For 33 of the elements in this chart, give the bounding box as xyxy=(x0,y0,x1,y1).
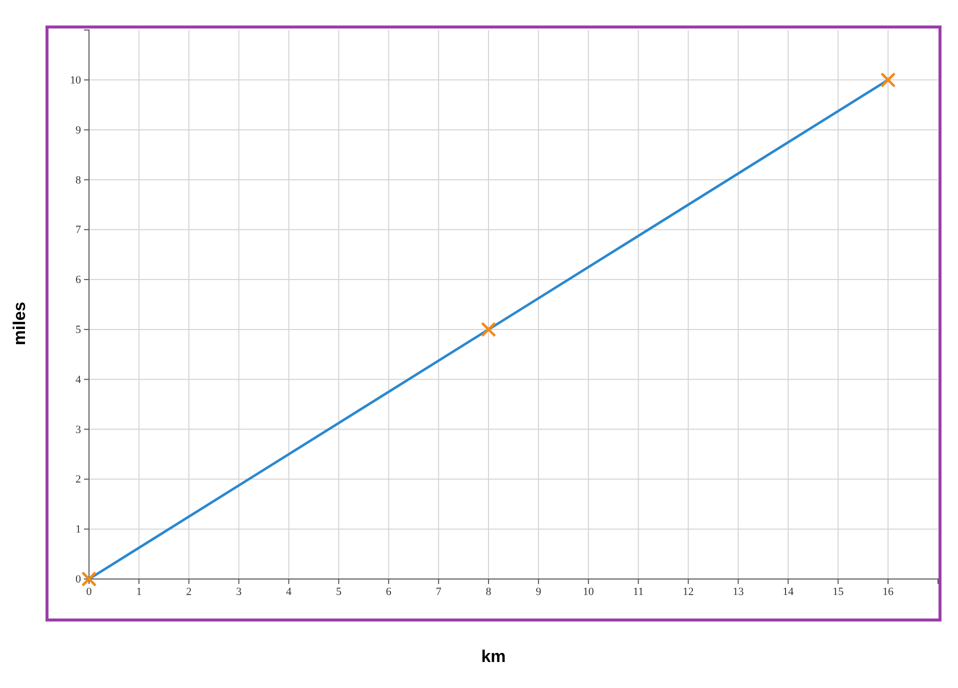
y-tick-label: 10 xyxy=(70,74,82,86)
x-tick-label: 3 xyxy=(236,586,242,598)
x-tick-label: 13 xyxy=(732,586,744,598)
y-tick-label: 7 xyxy=(76,224,82,236)
point xyxy=(480,322,496,338)
y-tick-label: 2 xyxy=(76,474,81,486)
x-tick-label: 1 xyxy=(136,586,142,598)
point xyxy=(880,72,896,88)
x-tick-label: 6 xyxy=(386,586,392,598)
x-tick-label: 12 xyxy=(682,586,694,598)
y-axis-title: miles xyxy=(10,302,29,346)
x-tick-label: 4 xyxy=(286,586,292,598)
y-tick-label: 1 xyxy=(76,524,81,536)
x-tick-label: 15 xyxy=(832,586,844,598)
y-tick-label: 9 xyxy=(76,124,82,136)
x-tick-label: 7 xyxy=(436,586,442,598)
x-tick-label: 0 xyxy=(86,586,92,598)
point xyxy=(81,571,97,587)
x-tick-label: 14 xyxy=(782,586,794,598)
y-tick-label: 4 xyxy=(76,374,82,386)
y-tick-label: 0 xyxy=(76,574,82,586)
x-tick-label: 11 xyxy=(633,586,644,598)
x-axis-title: km xyxy=(481,647,506,666)
x-tick-label: 2 xyxy=(186,586,192,598)
y-tick-label: 8 xyxy=(76,174,82,186)
y-tick-label: 5 xyxy=(76,324,82,336)
x-tick-label: 10 xyxy=(582,586,594,598)
y-tick-label: 3 xyxy=(76,424,82,436)
x-tick-label: 8 xyxy=(486,586,492,598)
y-tick-label: 6 xyxy=(76,274,82,286)
x-tick-label: 16 xyxy=(882,586,894,598)
x-tick-label: 9 xyxy=(536,586,542,598)
x-tick-label: 5 xyxy=(336,586,342,598)
